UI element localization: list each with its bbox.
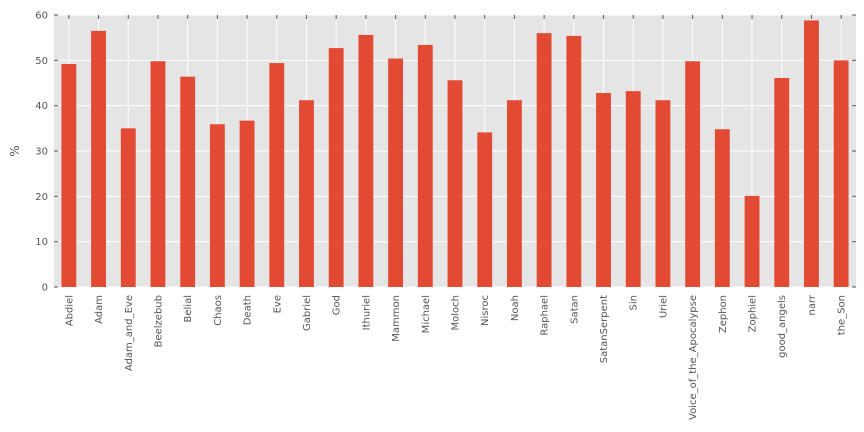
x-tick-label: Uriel: [658, 295, 669, 318]
y-tick-label: 0: [42, 283, 48, 294]
x-tick-label: Ithuriel: [361, 295, 372, 330]
y-axis-label: %: [8, 145, 22, 156]
x-tick-label: Beelzebub: [153, 295, 164, 347]
x-tick-label: Sin: [629, 295, 640, 310]
bar-series: [61, 20, 849, 288]
y-tick-label: 60: [35, 11, 48, 22]
bar-narr: [804, 20, 819, 287]
y-tick-label: 40: [35, 101, 48, 112]
bar-Zophiel: [744, 195, 760, 287]
bar-Adam: [91, 30, 106, 287]
x-tick-label: narr: [807, 294, 818, 315]
x-tick-label: Zophiel: [748, 295, 759, 332]
bar-Voice_of_the_Apocalypse: [685, 61, 701, 287]
bar-the_Son: [833, 60, 849, 288]
x-tick-labels: Abdiel Adam Adam_and_Eve Beelzebub Belial Cha…: [64, 294, 847, 420]
x-tick-label: Adam: [94, 295, 105, 324]
x-tick-label: Eve: [272, 295, 283, 313]
bar-Abdiel: [61, 63, 77, 288]
bar-Chaos: [209, 124, 225, 288]
x-tick-label: Voice_of_the_Apocalypse: [688, 295, 699, 420]
x-tick-label: God: [332, 295, 343, 315]
x-tick-label: Michael: [421, 295, 432, 333]
x-tick-label: Abdiel: [64, 295, 75, 326]
bar-Beelzebub: [150, 61, 166, 287]
x-tick-label: Belial: [183, 295, 194, 322]
bar-Uriel: [655, 100, 671, 287]
bar-SatanSerpent: [596, 92, 611, 288]
bar-Gabriel: [299, 100, 314, 287]
x-tick-label: Satan: [569, 295, 580, 324]
y-tick-label: 10: [35, 237, 48, 248]
bar-good_angels: [774, 78, 790, 287]
x-tick-label: Chaos: [213, 295, 224, 326]
bar-Raphael: [536, 33, 552, 288]
bar-Zephon: [714, 129, 730, 287]
bar-Belial: [180, 76, 196, 287]
x-tick-label: Moloch: [451, 295, 462, 330]
x-tick-label: SatanSerpent: [599, 295, 610, 363]
x-tick-label: Raphael: [540, 295, 551, 336]
bar-Moloch: [447, 80, 463, 287]
x-tick-label: Zephon: [718, 295, 729, 333]
x-tick-label: Mammon: [391, 295, 402, 342]
x-tick-label: Gabriel: [302, 295, 313, 331]
x-tick-label: Death: [243, 295, 254, 325]
y-tick-label: 50: [35, 56, 48, 67]
y-tick-labels: 0 10 20 30 40 50 60: [35, 11, 48, 294]
bar-Eve: [269, 63, 285, 288]
bar-Satan: [566, 35, 582, 287]
x-tick-label: Noah: [510, 295, 521, 321]
bar-Death: [239, 120, 255, 287]
y-tick-label: 20: [35, 192, 48, 203]
bar-Sin: [625, 91, 641, 287]
bar-Michael: [417, 44, 433, 287]
bar-Mammon: [388, 58, 404, 287]
bar-Ithuriel: [358, 34, 374, 287]
y-tick-label: 30: [35, 147, 48, 158]
bar-Noah: [506, 100, 522, 287]
x-tick-label: good_angels: [777, 295, 788, 358]
bar-Adam_and_Eve: [120, 128, 136, 287]
x-tick-label: the_Son: [837, 295, 848, 335]
bar-God: [328, 48, 344, 287]
x-tick-label: Adam_and_Eve: [124, 295, 135, 371]
bar-Nisroc: [477, 132, 493, 287]
x-tick-label: Nisroc: [480, 295, 491, 326]
